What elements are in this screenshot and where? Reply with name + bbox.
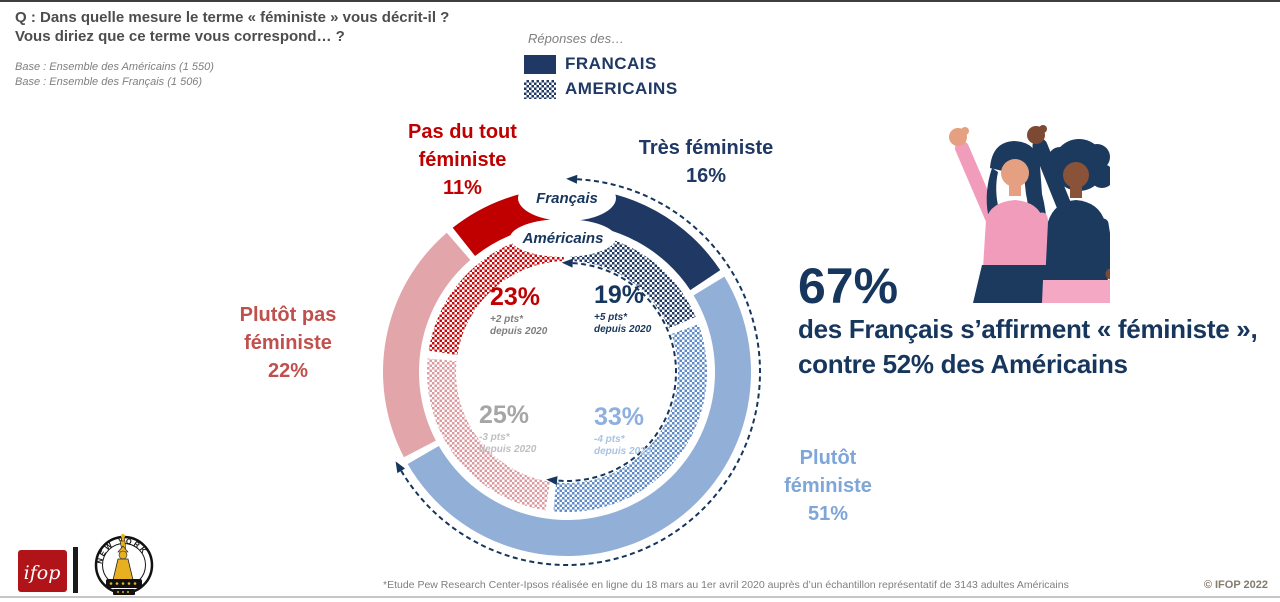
arrow-arc-americains-52pct [557, 262, 677, 482]
category-label-plutot-pas-feministe: Plutôt pas féministe 22% [239, 304, 337, 382]
donut-segment-americains-plutot-feministe [553, 324, 707, 512]
methodology-footnote: *Etude Pew Research Center-Ipsos réalisé… [383, 579, 1069, 591]
value-americains-plutot-pas: 25% -3 pts* depuis 2020 [479, 401, 537, 455]
value-americains-plutot: 33% -4 pts* depuis 2020 [594, 403, 652, 457]
base-note-americains: Base : Ensemble des Américains (1 550) [15, 61, 214, 73]
base-note-francais: Base : Ensemble des Français (1 506) [15, 76, 203, 88]
category-label-pas-du-tout-feministe: Pas du tout féministe 11% [408, 121, 517, 199]
donut-segment-americains-pas-du-tout-feministe [428, 232, 564, 356]
key-finding-headline: 67% des Français s’affirment « féministe… [798, 260, 1280, 382]
sample-base-notes: Base : Ensemble des Américains (1 550) B… [15, 60, 214, 90]
ifop-logo-text: ifop [24, 562, 61, 584]
question-line-2: Vous diriez que ce terme vous correspond… [15, 28, 345, 45]
arrow-head [395, 461, 406, 474]
ring-label-americains: Américains [522, 230, 604, 247]
category-label-tres-feministe: Très féministe 16% [638, 137, 774, 187]
question-title: Q : Dans quelle mesure le terme « fémini… [15, 8, 449, 46]
headline-line-2: contre 52% des Américains [798, 349, 1128, 379]
slide-top-border [0, 0, 1280, 2]
value-americains-tres: 19% +5 pts* depuis 2020 [594, 281, 652, 335]
value-americains-pas-du-tout: 23% +2 pts* depuis 2020 [490, 283, 548, 337]
woman-right [1027, 125, 1110, 303]
question-line-1: Q : Dans quelle mesure le terme « fémini… [15, 9, 450, 26]
slide-bottom-border [0, 596, 1280, 598]
ifop-logo: ifop [18, 547, 78, 593]
arrow-head [546, 476, 558, 486]
headline-line-1: des Français s’affirment « féministe », [798, 314, 1258, 344]
new-york-badge-logo: NEW YORK [94, 534, 154, 595]
legend-item-americains: AMERICAINS [524, 79, 678, 99]
donut-segment-francais-plutot-feministe [407, 276, 751, 556]
legend-label-francais: FRANCAIS [565, 54, 657, 73]
two-women-raised-fists-illustration [949, 125, 1110, 303]
donut-chart-svg: Français Américains [383, 174, 761, 566]
arrow-head [566, 174, 578, 184]
legend-label-americains: AMERICAINS [565, 79, 678, 98]
arrow-head [561, 258, 573, 268]
category-label-plutot-feministe: Plutôt féministe 51% [784, 447, 872, 525]
donut-segment-francais-tres-feministe [570, 188, 721, 291]
legend-swatch-checker [524, 79, 556, 99]
legend-swatch-solid [524, 54, 556, 74]
legend-item-francais: FRANCAIS [524, 54, 657, 74]
ring-label-francais: Français [536, 190, 598, 207]
donut-segment-americains-tres-feministe [570, 232, 696, 329]
legend-title: Réponses des… [528, 31, 625, 46]
donut-segment-francais-plutot-pas-feministe [383, 232, 471, 458]
woman-left [949, 127, 1058, 303]
headline-big-number: 67% [798, 258, 899, 314]
copyright-notice: © IFOP 2022 [1203, 579, 1268, 591]
donut-chart: Français Américains [352, 157, 782, 587]
donut-segment-americains-plutot-pas-feministe [427, 358, 551, 511]
